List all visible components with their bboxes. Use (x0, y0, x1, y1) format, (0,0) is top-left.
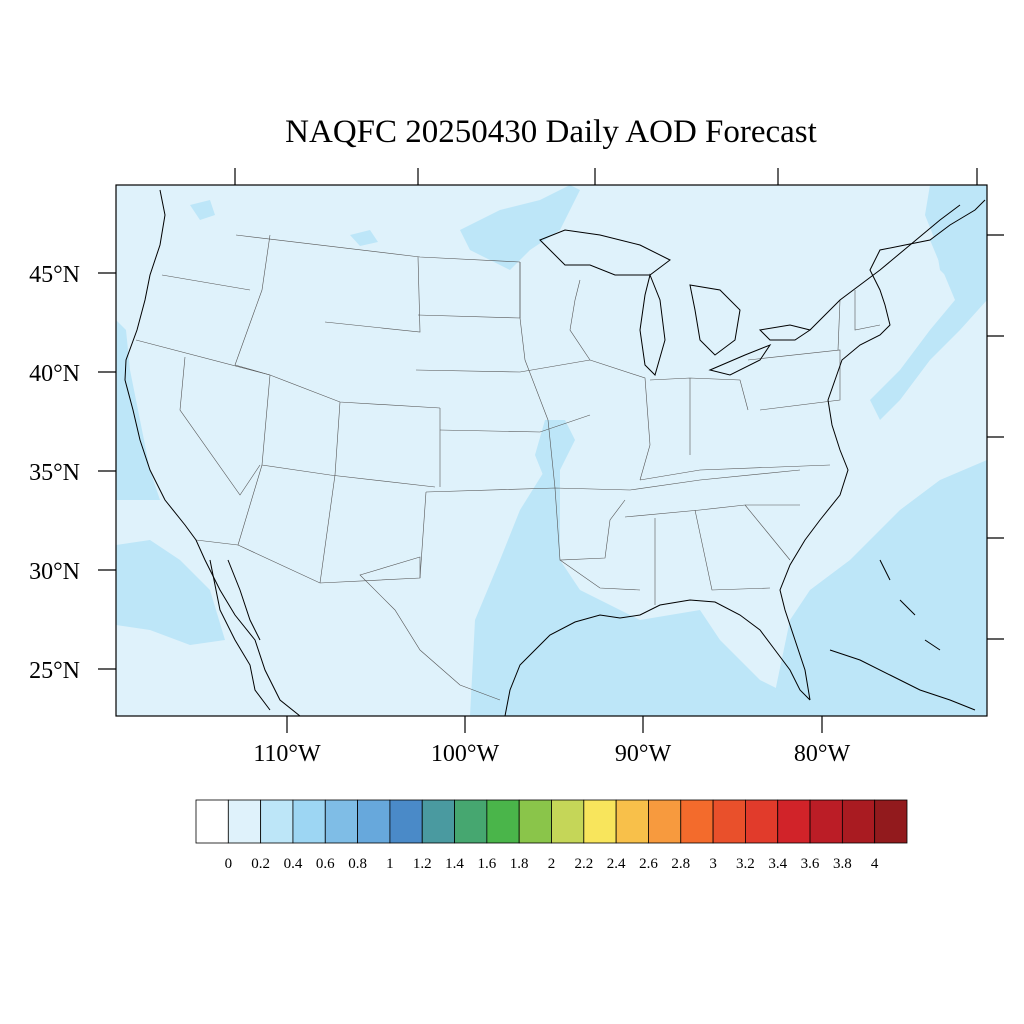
lat-label-25n: 25°N (29, 658, 80, 684)
map-frame (115, 184, 988, 717)
colorbar-box (648, 799, 682, 844)
colorbar-boxes (195, 799, 908, 844)
colorbar-label: 3.6 (801, 856, 820, 872)
colorbar-box (454, 799, 488, 844)
colorbar-box (292, 799, 326, 844)
left-ticks (98, 272, 116, 670)
aod-region-northwest (190, 200, 215, 220)
aod-region-pacific-north (116, 320, 160, 500)
colorbar-label: 2.2 (574, 856, 593, 872)
colorbar-box (518, 799, 552, 844)
colorbar-labels: 0 0.2 0.4 0.6 0.8 1 1.2 1.4 1.6 1.8 2 2.2 2.4 2.6 2.8 3… (225, 856, 879, 872)
aod-region-atlantic (770, 225, 987, 716)
coast-st-lawrence (809, 204, 961, 331)
map-panel (116, 185, 987, 716)
coast-bahamas (879, 559, 941, 651)
colorbar-label: 0.8 (348, 856, 367, 872)
longitude-labels: 110°W 100°W 90°W 80°W (253, 741, 850, 767)
lon-label-100w: 100°W (431, 741, 500, 767)
colorbar-box (486, 799, 520, 844)
coast-west (124, 189, 301, 716)
colorbar-box (712, 799, 746, 844)
colorbar-label: 2.8 (671, 856, 690, 872)
lake-erie (708, 343, 772, 376)
coast-gulf-california (227, 559, 261, 641)
map-title: NAQFC 20250430 Daily AOD Forecast (285, 114, 817, 150)
coast-cuba (829, 649, 976, 711)
colorbar-box (615, 799, 649, 844)
lon-label-80w: 80°W (794, 741, 851, 767)
colorbar-box (841, 799, 876, 844)
coastlines (124, 189, 986, 716)
coast-baja (209, 559, 271, 711)
colorbar-box (389, 799, 423, 844)
colorbar-box (357, 799, 391, 844)
aod-region-pacific (116, 540, 225, 645)
colorbar-box (421, 799, 455, 844)
colorbar-box (551, 799, 585, 844)
lat-label-35n: 35°N (29, 460, 80, 486)
colorbar-label: 3.8 (833, 856, 852, 872)
colorbar-label: 3.4 (768, 856, 787, 872)
colorbar-label: 0 (225, 856, 233, 872)
colorbar-box (260, 799, 294, 844)
aod-region-north-atlantic (925, 185, 987, 300)
lon-label-110w: 110°W (253, 741, 321, 767)
colorbar-label: 3.2 (736, 856, 755, 872)
colorbar-box (324, 799, 358, 844)
colorbar-box (745, 799, 779, 844)
colorbar-box (227, 799, 262, 844)
colorbar-label: 1.8 (510, 856, 529, 872)
colorbar-box (777, 799, 811, 844)
lake-ontario (758, 324, 812, 341)
state-boundaries (135, 234, 881, 701)
colorbar-box (195, 799, 229, 844)
colorbar-label: 4 (871, 856, 879, 872)
lat-label-40n: 40°N (29, 361, 80, 387)
colorbar-label: 2 (548, 856, 556, 872)
top-ticks (234, 168, 978, 185)
colorbar-box (874, 799, 908, 844)
colorbar-label: 0.2 (251, 856, 270, 872)
colorbar-box (583, 799, 617, 844)
colorbar-box (680, 799, 714, 844)
lake-huron (689, 284, 741, 356)
aod-region-superior (460, 185, 580, 270)
colorbar: 0 0.2 0.4 0.6 0.8 1 1.2 1.4 1.6 1.8 2 2.2 2.4 2.6 2.8 3… (195, 799, 908, 872)
colorbar-label: 1 (386, 856, 394, 872)
colorbar-label: 3 (709, 856, 717, 872)
lon-label-90w: 90°W (615, 741, 672, 767)
lat-label-30n: 30°N (29, 559, 80, 585)
colorbar-box (809, 799, 843, 844)
aod-region-dakota (350, 230, 378, 246)
colorbar-label: 1.4 (445, 856, 464, 872)
coast-gulf (504, 599, 811, 716)
aod-region-gulf (470, 450, 800, 716)
right-ticks (987, 234, 1004, 640)
aod-region-south-central (535, 420, 575, 480)
lat-label-45n: 45°N (29, 262, 80, 288)
colorbar-label: 1.2 (413, 856, 432, 872)
coast-atlantic (779, 199, 986, 701)
aod-enhanced-regions (116, 185, 987, 716)
lake-superior (539, 229, 671, 276)
colorbar-label: 2.4 (607, 856, 626, 872)
colorbar-label: 2.6 (639, 856, 658, 872)
lake-michigan (639, 273, 666, 376)
latitude-labels: 45°N 40°N 35°N 30°N 25°N (29, 262, 80, 684)
bottom-ticks (286, 716, 823, 733)
colorbar-label: 0.4 (284, 856, 303, 872)
colorbar-label: 0.6 (316, 856, 335, 872)
colorbar-label: 1.6 (477, 856, 496, 872)
